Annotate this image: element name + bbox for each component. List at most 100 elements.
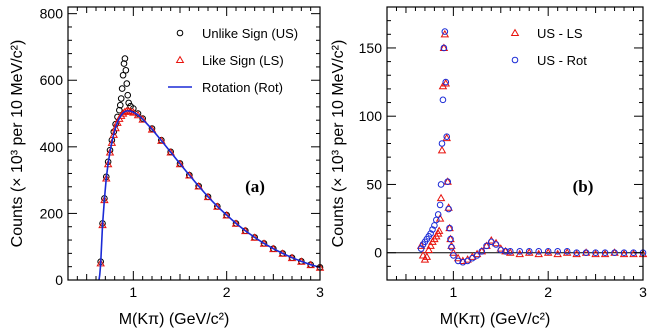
data-point: [502, 248, 509, 255]
data-point: [592, 249, 599, 256]
legend-label: Rotation (Rot): [202, 80, 283, 95]
data-point: [464, 257, 471, 265]
data-point: [241, 226, 250, 235]
data-point: [506, 248, 514, 255]
data-point: [259, 239, 269, 247]
data-point: [446, 224, 453, 232]
data-point: [117, 95, 125, 102]
x-tick-label: 3: [316, 284, 324, 300]
data-point: [418, 251, 428, 259]
data-point: [429, 226, 436, 233]
data-point: [497, 246, 505, 254]
data-point: [116, 101, 124, 109]
legend-label: US - Rot: [537, 53, 587, 68]
data-point: [478, 248, 486, 255]
y-tick-label: 0: [374, 245, 382, 261]
legend-label: Like Sign (LS): [202, 53, 284, 68]
data-point: [445, 205, 452, 213]
data-point: [473, 252, 481, 259]
data-point: [448, 243, 455, 251]
data-point: [124, 91, 132, 99]
data-point: [424, 245, 433, 254]
data-point: [600, 249, 610, 258]
x-axis-label: M(Kπ) (GeV/c²): [119, 311, 230, 328]
y-tick-label: 100: [359, 108, 383, 124]
data-point: [426, 241, 435, 249]
y-axis-label: Counts (× 10³ per 10 MeV/c²): [330, 40, 347, 248]
data-point: [450, 252, 457, 259]
panel-b: 1 2 3 0 50 100 150 M(Kπ) (GeV/c²) Counts (× 10³ …: [330, 6, 648, 328]
y-tick-label: 200: [40, 205, 64, 221]
data-point: [591, 249, 600, 258]
data-point: [516, 248, 524, 255]
series-line: [98, 110, 321, 281]
data-point: [113, 118, 122, 126]
data-point: [436, 193, 446, 202]
y-tick-label: 50: [366, 176, 382, 192]
data-point: [119, 71, 127, 79]
legend-label: Unlike Sign (US): [202, 26, 298, 41]
data-point: [427, 230, 434, 237]
data-point: [125, 99, 132, 107]
data-point: [611, 249, 618, 256]
data-point: [442, 78, 450, 86]
data-point: [437, 181, 445, 188]
data-point: [619, 249, 629, 258]
data-point: [469, 254, 476, 262]
data-point: [441, 79, 451, 87]
data-point: [417, 245, 425, 252]
x-tick-label: 1: [129, 284, 137, 300]
data-point: [535, 248, 543, 255]
data-point: [185, 171, 194, 179]
data-point: [440, 44, 448, 52]
data-point: [562, 248, 572, 256]
data-point: [138, 115, 147, 123]
data-point: [166, 148, 175, 156]
data-point: [231, 219, 241, 227]
panel-label: (a): [245, 177, 265, 196]
series-3: [98, 110, 321, 281]
y-tick-label: 600: [40, 72, 64, 88]
series-2: [417, 28, 647, 266]
data-point: [524, 248, 534, 256]
data-point: [213, 202, 222, 210]
y-tick-label: 800: [40, 6, 64, 22]
data-point: [620, 249, 628, 256]
data-point: [438, 140, 446, 147]
data-point: [492, 241, 500, 248]
data-point: [544, 248, 552, 255]
legend-swatch: [176, 29, 184, 37]
data-point: [572, 249, 581, 258]
data-point: [453, 253, 463, 262]
data-point: [459, 258, 467, 266]
data-point: [250, 233, 259, 241]
data-point: [118, 85, 126, 92]
data-point: [441, 28, 449, 35]
data-point: [487, 238, 495, 246]
x-axis-label: M(Kπ) (GeV/c²): [440, 311, 551, 328]
x-tick-label: 3: [639, 284, 647, 300]
data-point: [422, 252, 432, 260]
data-point: [436, 201, 444, 209]
data-point: [582, 249, 590, 256]
legend: Unlike Sign (US) Like Sign (LS) Rotation (…: [168, 26, 298, 95]
data-point: [454, 257, 462, 265]
y-tick-label: 0: [55, 272, 63, 288]
data-point: [121, 55, 129, 62]
panel-label: (b): [573, 177, 594, 196]
data-point: [194, 182, 203, 190]
x-tick-label: 2: [223, 284, 231, 300]
data-point: [122, 66, 130, 74]
legend-label: US - LS: [537, 26, 583, 41]
y-axis-label: Counts (× 10³ per 10 MeV/c²): [9, 40, 26, 248]
data-point: [629, 249, 638, 258]
data-point: [543, 248, 553, 256]
panel-a: 1 2 3 0 200 400 600 800 M(Kπ) (GeV/c²) Counts (× …: [9, 6, 325, 328]
data-point: [203, 192, 213, 201]
y-tick-label: 150: [359, 40, 383, 56]
legend-swatch: [511, 56, 519, 64]
x-tick-label: 2: [544, 284, 552, 300]
data-point: [447, 235, 454, 243]
legend: US - LS US - Rot: [510, 26, 587, 68]
